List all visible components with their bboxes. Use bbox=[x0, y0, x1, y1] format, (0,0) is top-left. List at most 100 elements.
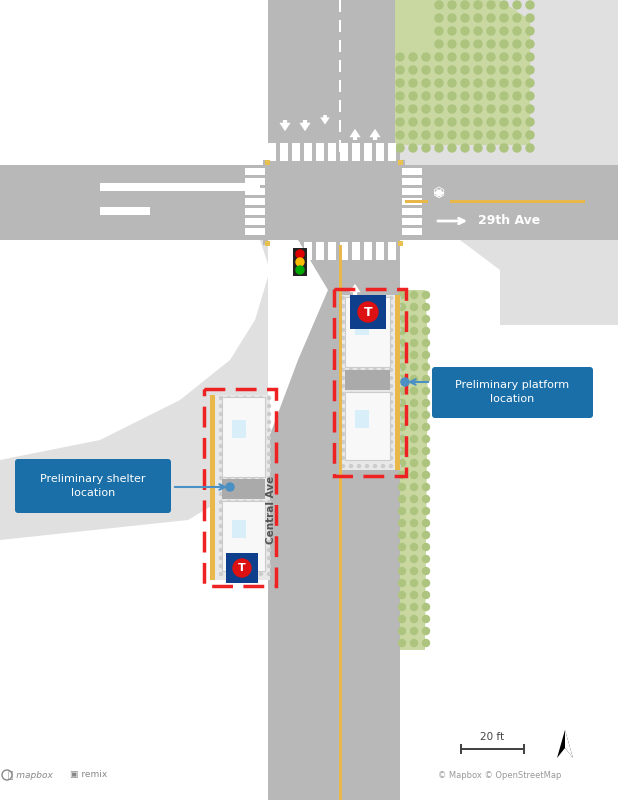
Circle shape bbox=[227, 413, 231, 415]
Circle shape bbox=[423, 411, 430, 418]
Circle shape bbox=[357, 433, 360, 435]
Bar bbox=[280, 143, 288, 161]
Circle shape bbox=[211, 461, 214, 463]
Circle shape bbox=[389, 457, 392, 459]
Circle shape bbox=[423, 303, 430, 310]
Circle shape bbox=[423, 447, 430, 454]
Circle shape bbox=[350, 353, 352, 355]
Circle shape bbox=[211, 573, 214, 575]
Circle shape bbox=[243, 477, 247, 479]
Circle shape bbox=[389, 361, 392, 363]
Bar bbox=[339, 100, 341, 112]
Circle shape bbox=[409, 105, 417, 113]
Circle shape bbox=[211, 557, 214, 559]
Circle shape bbox=[211, 429, 214, 431]
Circle shape bbox=[381, 409, 384, 411]
Circle shape bbox=[373, 441, 376, 443]
Circle shape bbox=[243, 421, 247, 423]
Circle shape bbox=[423, 459, 430, 466]
Bar bbox=[428, 183, 450, 203]
Circle shape bbox=[399, 447, 405, 454]
Circle shape bbox=[342, 441, 344, 443]
Circle shape bbox=[365, 433, 368, 435]
Circle shape bbox=[423, 531, 430, 538]
Circle shape bbox=[219, 517, 222, 519]
Circle shape bbox=[526, 79, 534, 87]
Circle shape bbox=[350, 385, 352, 387]
Bar bbox=[339, 60, 341, 72]
Bar bbox=[339, 660, 341, 672]
Circle shape bbox=[474, 118, 482, 126]
Circle shape bbox=[342, 393, 344, 395]
Circle shape bbox=[461, 92, 469, 100]
Circle shape bbox=[461, 144, 469, 152]
Bar bbox=[316, 242, 324, 260]
Circle shape bbox=[235, 413, 239, 415]
Circle shape bbox=[487, 66, 495, 74]
Circle shape bbox=[389, 321, 392, 323]
Circle shape bbox=[410, 351, 418, 358]
Circle shape bbox=[260, 533, 263, 535]
Bar bbox=[339, 720, 341, 732]
Bar bbox=[355, 410, 369, 428]
Bar bbox=[100, 207, 150, 215]
Circle shape bbox=[399, 507, 405, 514]
Circle shape bbox=[487, 92, 495, 100]
Circle shape bbox=[423, 435, 430, 442]
Circle shape bbox=[461, 14, 469, 22]
Circle shape bbox=[399, 519, 405, 526]
Polygon shape bbox=[299, 120, 311, 131]
Circle shape bbox=[219, 477, 222, 479]
Circle shape bbox=[410, 399, 418, 406]
Circle shape bbox=[373, 393, 376, 395]
Circle shape bbox=[342, 329, 344, 331]
Bar bbox=[523, 744, 525, 754]
Circle shape bbox=[399, 435, 405, 442]
Bar bbox=[340, 242, 348, 260]
Circle shape bbox=[397, 345, 400, 347]
Circle shape bbox=[410, 363, 418, 370]
Circle shape bbox=[423, 471, 430, 478]
Circle shape bbox=[526, 144, 534, 152]
Circle shape bbox=[526, 1, 534, 9]
Circle shape bbox=[260, 405, 263, 407]
Bar bbox=[232, 520, 246, 538]
Bar bbox=[0, 240, 618, 800]
Circle shape bbox=[268, 429, 271, 431]
Circle shape bbox=[357, 321, 360, 323]
Circle shape bbox=[235, 469, 239, 471]
Circle shape bbox=[513, 66, 521, 74]
Circle shape bbox=[357, 297, 360, 299]
Text: Preliminary shelter
location: Preliminary shelter location bbox=[40, 474, 146, 498]
Circle shape bbox=[474, 79, 482, 87]
Circle shape bbox=[373, 369, 376, 371]
Circle shape bbox=[357, 401, 360, 403]
Circle shape bbox=[500, 53, 508, 61]
Circle shape bbox=[350, 465, 352, 467]
Circle shape bbox=[487, 79, 495, 87]
Circle shape bbox=[252, 573, 255, 575]
Circle shape bbox=[243, 509, 247, 511]
Circle shape bbox=[410, 339, 418, 346]
Circle shape bbox=[268, 509, 271, 511]
Circle shape bbox=[260, 437, 263, 439]
Circle shape bbox=[399, 543, 405, 550]
Circle shape bbox=[410, 303, 418, 310]
Circle shape bbox=[252, 501, 255, 503]
Circle shape bbox=[373, 425, 376, 427]
Circle shape bbox=[243, 437, 247, 439]
Circle shape bbox=[211, 397, 214, 399]
Circle shape bbox=[268, 557, 271, 559]
Circle shape bbox=[397, 425, 400, 427]
Circle shape bbox=[373, 401, 376, 403]
Circle shape bbox=[474, 53, 482, 61]
Circle shape bbox=[365, 377, 368, 379]
Circle shape bbox=[235, 541, 239, 543]
Circle shape bbox=[235, 485, 239, 487]
Circle shape bbox=[235, 405, 239, 407]
Circle shape bbox=[389, 369, 392, 371]
FancyBboxPatch shape bbox=[15, 459, 171, 513]
Circle shape bbox=[373, 465, 376, 467]
Polygon shape bbox=[557, 730, 573, 758]
Circle shape bbox=[373, 345, 376, 347]
